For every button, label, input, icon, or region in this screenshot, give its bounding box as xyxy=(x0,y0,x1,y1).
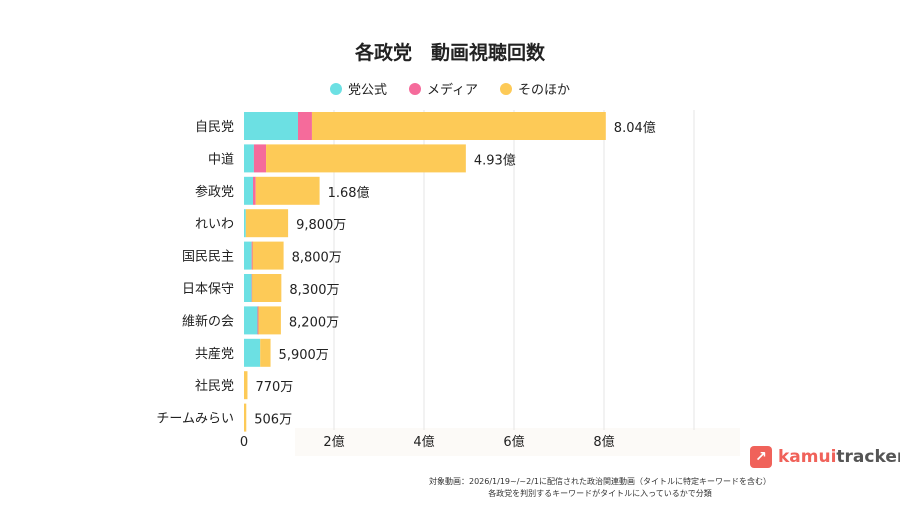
data-label: 8,800万 xyxy=(292,251,342,266)
bar-segment xyxy=(244,338,261,367)
data-label: 4.93億 xyxy=(474,152,516,168)
kamuitracker-logo: ↗ kamuitracker xyxy=(750,446,900,468)
category-label: 参政党 xyxy=(195,184,234,200)
bar-segment xyxy=(298,112,312,140)
bar-segment xyxy=(244,371,248,400)
data-label: 5,900万 xyxy=(279,348,329,363)
bar-segment xyxy=(266,144,466,173)
x-tick-label: 0 xyxy=(240,435,248,450)
category-label: れいわ xyxy=(195,217,234,232)
bar-segment xyxy=(244,306,258,335)
legend-label: そのほか xyxy=(518,83,571,98)
bar-segment xyxy=(245,209,289,238)
legend-item-media: メディア xyxy=(408,79,479,98)
legend-swatch xyxy=(329,82,342,95)
bar-segment xyxy=(260,338,271,367)
legend-label: 党公式 xyxy=(347,83,387,98)
x-tick-label: 6億 xyxy=(503,434,524,450)
legend-item-official: 党公式 xyxy=(329,79,387,98)
data-label: 1.68億 xyxy=(328,185,370,201)
bar-segment xyxy=(252,241,284,270)
legend-item-other: そのほか xyxy=(500,79,570,98)
legend-swatch xyxy=(500,82,513,95)
legend: 党公式 メディア そのほか xyxy=(0,79,900,98)
category-label: 社民党 xyxy=(195,378,234,394)
bar-segment xyxy=(258,306,281,335)
data-label: 9,800万 xyxy=(296,218,346,233)
bar-segment xyxy=(255,176,320,205)
category-label: 自民党 xyxy=(195,120,234,135)
logo-text: kamui xyxy=(778,447,837,467)
chart-title: 各政党 動画視聴回数 xyxy=(354,42,545,64)
bar-segment xyxy=(252,274,282,302)
legend-swatch xyxy=(408,82,421,95)
bar-segment xyxy=(244,176,253,205)
category-label: 国民民主 xyxy=(182,250,234,265)
category-label: 中道 xyxy=(208,152,234,167)
bar-segment xyxy=(244,209,246,238)
legend-label: メディア xyxy=(426,83,479,98)
axis-band xyxy=(295,428,740,456)
data-label: 8.04億 xyxy=(614,120,656,136)
footnote-line: 各政党を判別するキーワードがタイトルに入っているかで分類 xyxy=(488,489,712,498)
category-label: チームみらい xyxy=(156,412,234,427)
x-tick-label: 4億 xyxy=(413,434,434,450)
footnote: 対象動画：2026/1/19~/~2/1に配信された政治関連動画（タイトルに特定… xyxy=(370,476,830,500)
data-label: 8,200万 xyxy=(289,315,339,330)
bar-segment xyxy=(244,241,252,270)
data-label: 506万 xyxy=(254,413,292,428)
bar-segment xyxy=(257,306,259,335)
footnote-line: 対象動画：2026/1/19~/~2/1に配信された政治関連動画（タイトルに特定… xyxy=(429,477,771,486)
data-label: 8,300万 xyxy=(289,283,339,298)
trend-icon: ↗ xyxy=(750,446,772,468)
bar-segment xyxy=(253,144,267,173)
x-tick-label: 2億 xyxy=(323,434,344,450)
bar-segment xyxy=(244,403,247,432)
category-label: 維新の会 xyxy=(182,313,234,329)
x-tick-label: 8億 xyxy=(593,434,614,450)
logo-text: tracker xyxy=(836,447,900,467)
bar-segment xyxy=(253,176,256,205)
bar-segment xyxy=(311,112,606,140)
bar-segment xyxy=(251,241,254,270)
bar-segment xyxy=(244,112,298,140)
bar-segment xyxy=(244,274,252,302)
category-label: 共産党 xyxy=(195,346,234,362)
data-label: 770万 xyxy=(255,380,293,395)
bar-segment xyxy=(244,144,254,173)
category-label: 日本保守 xyxy=(182,282,234,297)
